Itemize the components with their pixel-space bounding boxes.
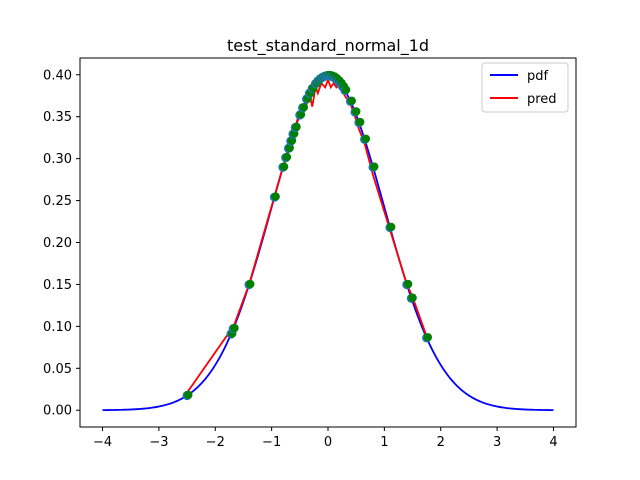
sample-point-32 <box>356 117 365 127</box>
sample-point-38 <box>423 333 433 342</box>
sample-point-12 <box>299 103 309 112</box>
sample-point-35 <box>387 222 396 232</box>
x-tick-label: −4 <box>93 435 112 450</box>
sample-point-0 <box>184 390 193 400</box>
y-tick-label: 0.20 <box>43 236 72 251</box>
x-tick-label: 3 <box>493 435 501 450</box>
sample-point-30 <box>347 96 356 105</box>
sample-point-4 <box>271 192 280 201</box>
y-tick-label: 0.35 <box>43 110 72 125</box>
y-tick-label: 0.15 <box>43 278 72 293</box>
chart-title: test_standard_normal_1d <box>227 36 429 56</box>
y-tick-label: 0.10 <box>43 320 72 335</box>
x-tick-label: −1 <box>262 435 281 450</box>
x-tick-label: −2 <box>206 435 225 450</box>
axes: −4 −3 −2 −1 0 1 2 3 4 0.00 0.05 0.10 0.15 0.20 0.25 0.3… <box>43 68 558 450</box>
sample-point-33 <box>361 134 371 143</box>
y-tick-label: 0.30 <box>43 152 72 167</box>
x-tick-label: 1 <box>380 435 388 450</box>
sample-point-37 <box>408 293 417 302</box>
sample-point-6 <box>282 152 292 162</box>
sample-point-2 <box>230 323 239 333</box>
sample-point-7 <box>285 143 294 152</box>
sample-point-10 <box>292 122 301 132</box>
y-tick-label: 0.25 <box>43 194 72 209</box>
plot-area <box>102 70 554 412</box>
legend: pdf pred <box>481 62 569 113</box>
legend-label-pred: pred <box>527 92 557 107</box>
y-tick-label: 0.05 <box>43 362 72 377</box>
sample-point-36 <box>403 279 413 289</box>
x-tick-label: 2 <box>437 435 445 450</box>
sample-point-5 <box>279 162 289 171</box>
sample-point-29 <box>341 85 351 94</box>
y-tick-label: 0.00 <box>43 404 72 419</box>
legend-label-pdf: pdf <box>527 69 549 84</box>
sample-point-31 <box>352 107 361 116</box>
x-tick-label: 4 <box>549 435 557 450</box>
y-tick-label: 0.40 <box>43 68 72 83</box>
x-tick-label: −3 <box>149 435 168 450</box>
sample-point-3 <box>246 279 255 289</box>
x-tick-label: 0 <box>324 435 332 450</box>
sample-point-34 <box>370 162 379 171</box>
